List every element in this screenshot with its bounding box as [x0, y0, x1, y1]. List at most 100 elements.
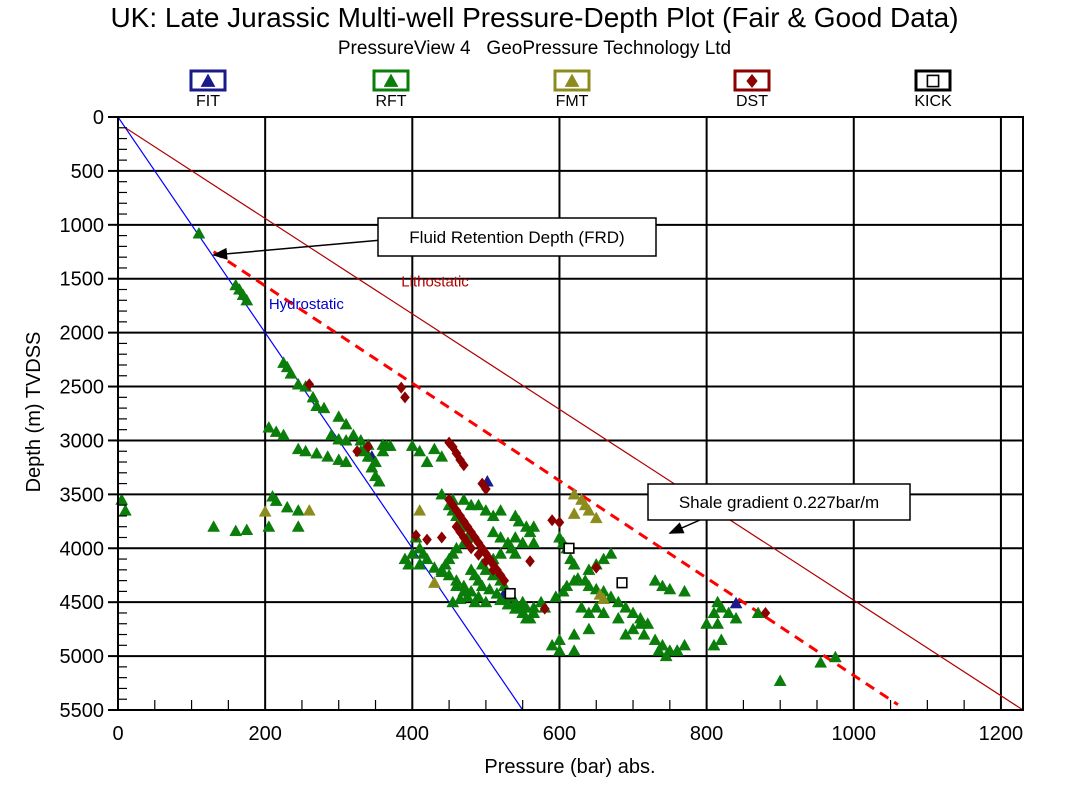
rft-point	[427, 442, 441, 455]
rft-point	[118, 504, 132, 516]
rft-point	[700, 617, 714, 629]
annotation-box	[647, 483, 911, 521]
legend-item-fit: FIT	[189, 69, 227, 110]
rft-point	[453, 592, 467, 604]
rft-point	[339, 417, 353, 430]
rft-point	[553, 633, 566, 645]
kick-point	[504, 587, 516, 600]
rft-point	[626, 606, 640, 619]
rft-point	[637, 628, 651, 640]
dst-point	[481, 482, 491, 495]
data-points	[115, 226, 842, 686]
axis-ticks: 0 200 400 600 800 1000 1200 0 500 1000 1500 2000 250…	[60, 107, 1024, 745]
rft-point	[571, 571, 585, 584]
dst-point	[396, 381, 407, 394]
rft-point	[707, 638, 721, 651]
shale-gradient-line	[212, 250, 899, 706]
rft-point	[339, 433, 353, 446]
rft-point	[652, 644, 666, 656]
rft-point	[457, 493, 471, 505]
y-tick-label: 2000	[60, 323, 105, 345]
dst-point	[539, 602, 550, 615]
rft-point	[729, 611, 743, 624]
rft-point	[648, 574, 662, 586]
rft-point	[633, 617, 647, 629]
legend-label: RFT	[375, 93, 406, 110]
rft-point	[483, 582, 496, 595]
kick-point	[616, 577, 628, 589]
rft-point	[317, 401, 331, 414]
rft-point	[405, 547, 419, 559]
fmt-point	[597, 592, 611, 604]
rft-point	[619, 628, 633, 640]
fit-legend-marker	[200, 73, 216, 87]
dst-point	[760, 606, 771, 619]
rft-point	[332, 410, 346, 422]
legend-label: DST	[736, 93, 768, 110]
rft-point	[512, 514, 526, 527]
rft-point	[324, 428, 338, 441]
rft-point	[229, 524, 243, 537]
rft-point	[461, 590, 474, 602]
rft-point	[722, 606, 736, 619]
y-tick-label: 1500	[60, 269, 105, 291]
series-fit	[365, 450, 743, 609]
rft-point	[597, 606, 611, 619]
x-tick-label: 1000	[832, 723, 877, 745]
rft-point	[262, 520, 276, 532]
annotation-box	[377, 217, 657, 257]
rft-point	[420, 552, 434, 565]
rft-point	[450, 579, 463, 592]
rft-point	[435, 450, 449, 462]
y-tick-label: 5500	[60, 700, 105, 722]
annotation-text: Shale gradient 0.227bar/m	[679, 493, 879, 512]
rft-point	[291, 504, 305, 516]
dst-point	[422, 533, 432, 546]
rft-point	[479, 504, 493, 516]
x-tick-label: 400	[396, 723, 429, 745]
rft-point	[405, 439, 419, 451]
rft-point	[427, 561, 441, 573]
legend-label: KICK	[914, 93, 952, 110]
rft-legend-marker	[383, 73, 399, 87]
x-tick-label: 800	[690, 723, 723, 745]
rft-point	[262, 421, 276, 433]
rft-point	[582, 622, 596, 635]
annotation-callout: Fluid Retention Depth (FRD)	[212, 217, 657, 260]
dst-point	[400, 391, 410, 404]
rft-point	[814, 656, 828, 668]
rft-point	[589, 601, 603, 613]
annotations: Fluid Retention Depth (FRD) Shale gradien…	[212, 217, 911, 534]
rft-point	[597, 552, 611, 565]
legend-item-kick: KICK	[914, 69, 952, 110]
rft-point	[339, 455, 353, 468]
rft-point	[567, 644, 581, 656]
rft-point	[310, 446, 324, 459]
rft-point	[494, 547, 508, 559]
rft-point	[714, 601, 728, 613]
rft-point	[472, 498, 485, 511]
dst-point	[547, 514, 557, 527]
x-tick-label: 200	[248, 723, 281, 745]
legend-item-fmt: FMT	[553, 69, 591, 110]
rft-point	[479, 595, 493, 608]
grid	[118, 117, 1023, 710]
rft-point	[372, 474, 386, 487]
fmt-point	[567, 487, 581, 500]
fmt-point	[567, 507, 581, 519]
rft-point	[269, 494, 283, 506]
rft-point	[648, 633, 662, 645]
y-tick-label: 2500	[60, 377, 105, 399]
rft-point	[402, 557, 416, 570]
series-kick	[504, 542, 628, 600]
rft-point	[714, 633, 728, 645]
y-tick-label: 3000	[60, 430, 105, 452]
reference-lines: Hydrostatic Lithostatic	[117, 116, 1024, 711]
dst-point	[470, 531, 480, 544]
rft-point	[192, 226, 206, 239]
annotation-text: Fluid Retention Depth (FRD)	[409, 228, 624, 247]
rft-point	[468, 595, 482, 608]
rft-point	[582, 579, 596, 592]
rft-point	[575, 601, 588, 613]
